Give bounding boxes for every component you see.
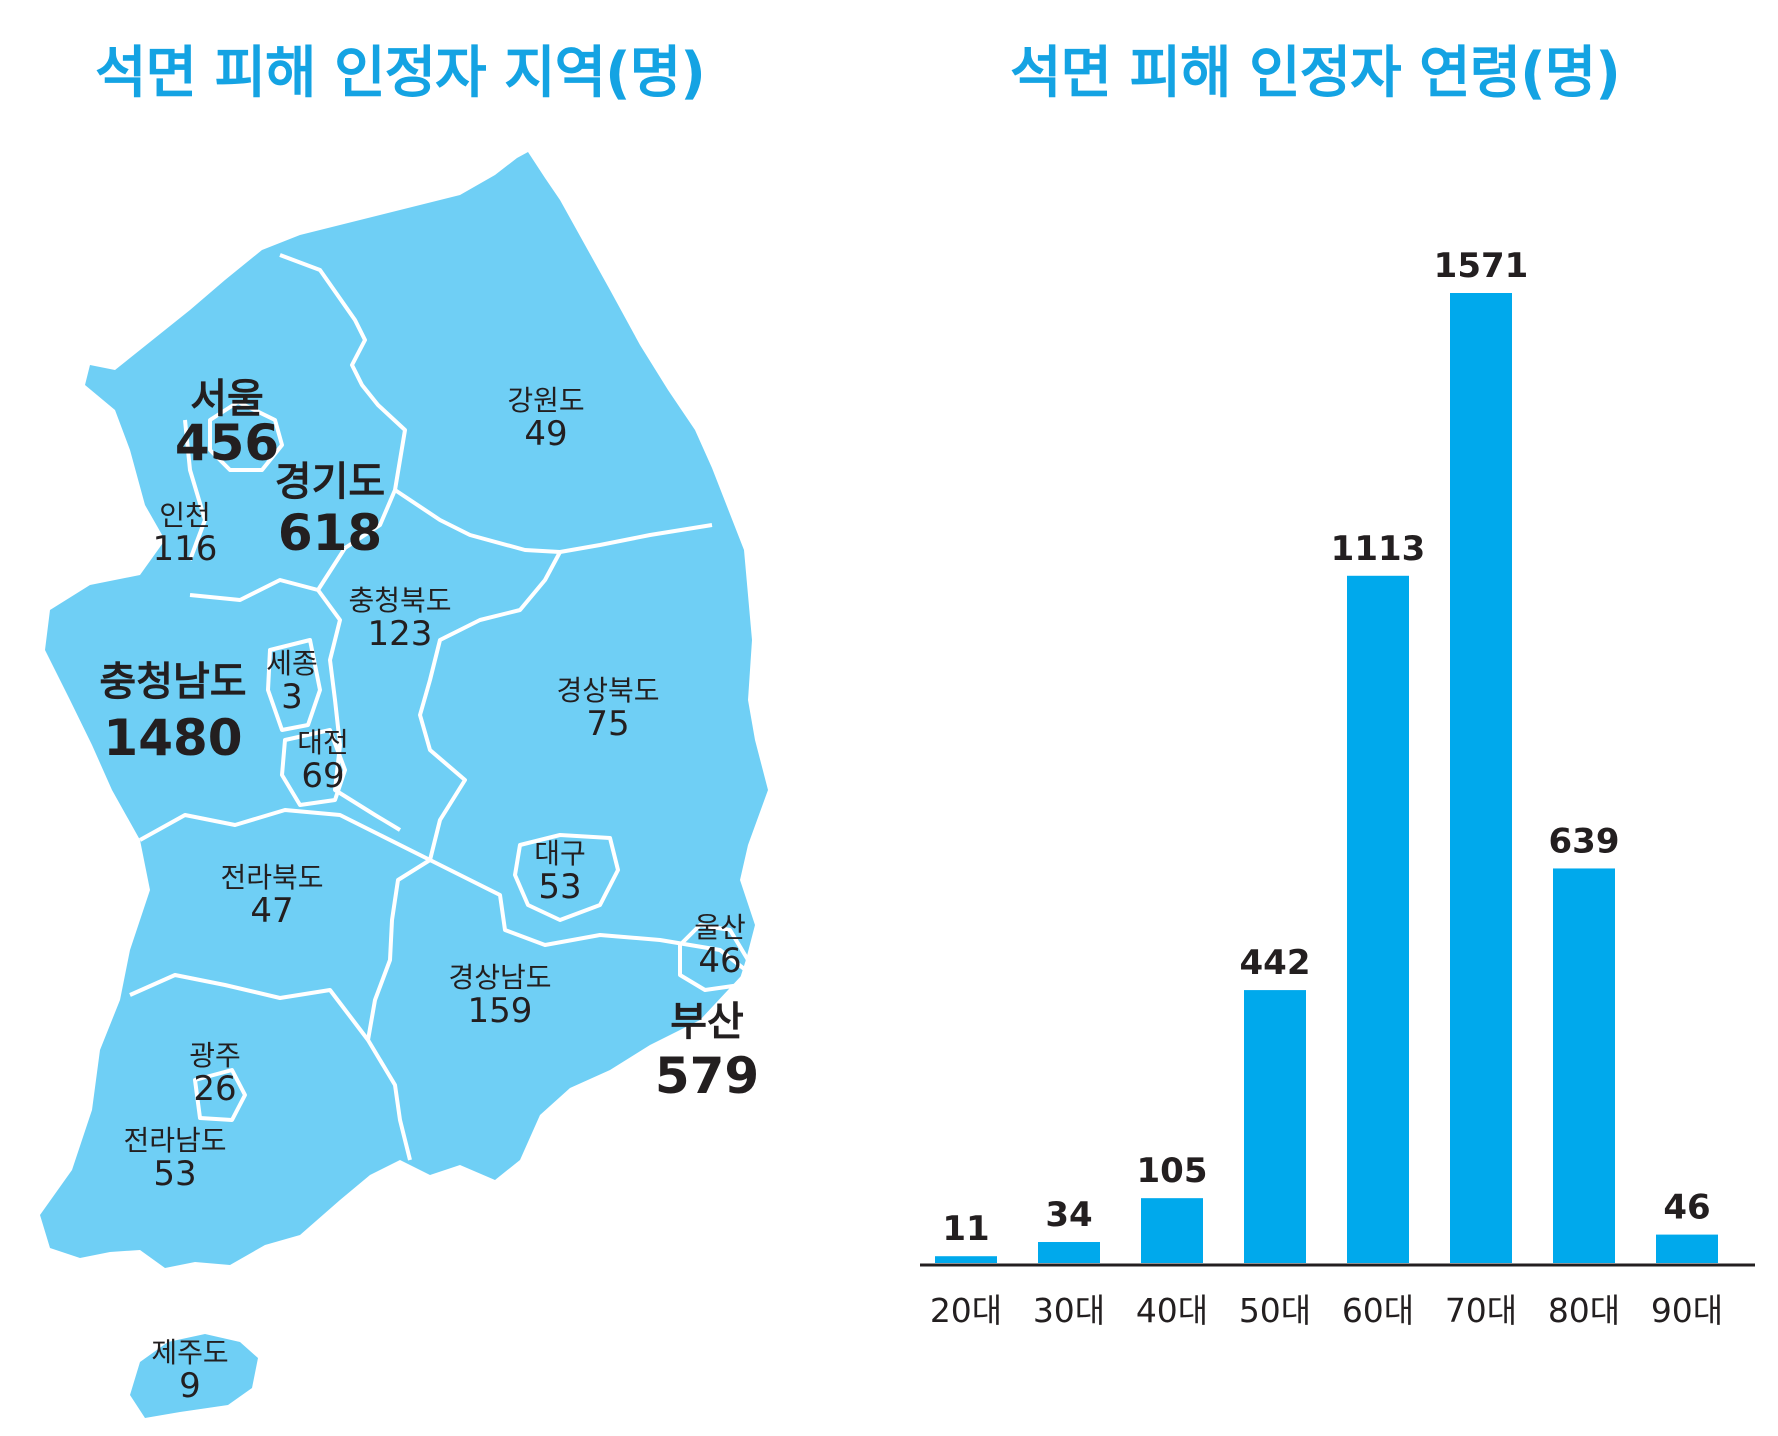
- region-name-label: 전라남도: [123, 1124, 226, 1157]
- region-name-label: 울산: [694, 911, 746, 944]
- border-gyeongbuk-gyeongnam: [429, 858, 754, 977]
- x-tick-label: 40대: [1136, 1291, 1208, 1330]
- region-value-label: 3: [281, 677, 303, 717]
- region-name-label: 충청남도: [99, 659, 246, 705]
- bar-value-label: 1113: [1331, 529, 1426, 569]
- x-tick-label: 50대: [1239, 1291, 1311, 1330]
- region-value-label: 49: [524, 414, 567, 454]
- border-gangwon-south: [393, 488, 713, 554]
- region-name-label: 제주도: [151, 1336, 228, 1369]
- border-gwangju: [193, 1068, 247, 1122]
- mainland-shape: [40, 152, 768, 1268]
- bar-value-label: 442: [1240, 943, 1311, 983]
- region-name-label: 경상북도: [556, 674, 659, 707]
- bar: [1347, 575, 1409, 1263]
- region-value-label: 123: [368, 614, 433, 654]
- region-name-label: 강원도: [507, 384, 584, 417]
- bar-marks: 11 20대 34 30대 105 40대 442 50대 1113 60대 1571 70대 639 8…: [930, 246, 1723, 1330]
- bar: [1450, 293, 1512, 1263]
- region-value-label: 46: [698, 941, 741, 981]
- region-value-label: 26: [193, 1069, 236, 1109]
- map-land: [40, 152, 768, 1418]
- region-name-label: 인천: [159, 499, 211, 532]
- region-value-label: 53: [538, 867, 581, 907]
- border-daegu: [513, 833, 620, 922]
- border-jeonbuk-jeonnam: [129, 973, 370, 1042]
- bar-value-label: 46: [1663, 1188, 1710, 1228]
- border-gyeonggi-gangwon: [279, 253, 407, 550]
- bar: [1244, 990, 1306, 1263]
- region-name-label: 전라북도: [220, 861, 323, 894]
- region-name-label: 경기도: [275, 459, 385, 505]
- bar: [1141, 1198, 1203, 1263]
- bar-value-label: 639: [1549, 821, 1620, 861]
- x-tick-label: 90대: [1651, 1291, 1723, 1330]
- border-incheon-gyeonggi: [183, 419, 207, 561]
- bar-value-label: 11: [942, 1209, 989, 1249]
- region-value-label: 75: [586, 704, 629, 744]
- border-jeonbuk-gyeongnam: [366, 858, 432, 1041]
- region-name-label: 부산: [670, 999, 744, 1045]
- border-chungnam-chungbuk: [316, 588, 402, 832]
- region-value-label: 456: [175, 414, 279, 472]
- region-borders: [129, 253, 754, 1161]
- region-value-label: 69: [301, 756, 344, 796]
- bar: [1553, 868, 1615, 1263]
- region-name-label: 대전: [297, 726, 349, 759]
- border-sejong: [266, 638, 322, 732]
- border-gyeongnam-jeonnam: [366, 1038, 412, 1161]
- bar-chart-title: 석면 피해 인정자 연령(명): [1010, 41, 1621, 106]
- bar-value-label: 34: [1045, 1195, 1092, 1235]
- region-name-label: 세종: [266, 647, 318, 680]
- region-value-label: 1480: [103, 709, 242, 767]
- bar: [935, 1256, 997, 1263]
- border-seoul: [208, 400, 284, 472]
- border-daejeon: [280, 728, 347, 807]
- border-gyeonggi-south: [189, 546, 347, 602]
- x-tick-label: 20대: [930, 1291, 1002, 1330]
- bar-value-label: 1571: [1434, 246, 1529, 286]
- map-title: 석면 피해 인정자 지역(명): [95, 41, 706, 106]
- region-name-label: 광주: [189, 1039, 241, 1072]
- region-value-label: 159: [468, 991, 533, 1031]
- x-tick-label: 60대: [1342, 1291, 1414, 1330]
- region-value-label: 116: [153, 529, 218, 569]
- border-chungbuk-gyeongbuk: [418, 551, 562, 861]
- border-chungnam-jeonbuk: [139, 808, 431, 862]
- x-tick-label: 30대: [1033, 1291, 1105, 1330]
- region-name-label: 서울: [190, 376, 264, 422]
- x-tick-label: 70대: [1445, 1291, 1517, 1330]
- region-name-label: 경상남도: [448, 961, 551, 994]
- region-value-label: 618: [278, 504, 382, 562]
- border-ulsan-busan: [678, 923, 750, 992]
- region-value-label: 47: [250, 891, 293, 931]
- x-tick-label: 80대: [1548, 1291, 1620, 1330]
- bar: [1656, 1234, 1718, 1263]
- region-value-label: 9: [179, 1366, 201, 1406]
- bar-value-label: 105: [1137, 1151, 1208, 1191]
- bar: [1038, 1242, 1100, 1263]
- region-name-label: 충청북도: [348, 584, 451, 617]
- jeju-shape: [130, 1334, 258, 1418]
- region-value-label: 579: [655, 1047, 759, 1105]
- region-name-label: 대구: [534, 837, 586, 870]
- region-value-label: 53: [153, 1154, 196, 1194]
